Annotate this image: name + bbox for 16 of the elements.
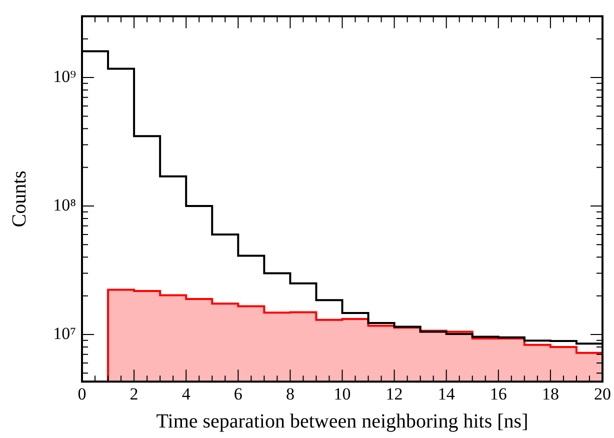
x-tick-label: 4 [182, 384, 191, 404]
x-tick-label: 16 [490, 384, 507, 404]
y-axis-title: Counts [8, 170, 30, 228]
y-tick-label: 10⁷ [53, 324, 76, 343]
x-tick-label: 0 [78, 384, 86, 404]
x-tick-label: 14 [438, 384, 456, 404]
x-tick-label: 18 [542, 384, 559, 404]
x-tick-label: 2 [130, 384, 138, 404]
x-tick-label: 10 [334, 384, 351, 404]
x-tick-label: 8 [286, 384, 294, 404]
x-axis-title: Time separation between neighboring hits [ns] [156, 410, 528, 432]
y-tick-label: 10⁹ [53, 66, 76, 86]
x-tick-label: 6 [234, 384, 242, 404]
x-tick-label: 20 [594, 384, 611, 404]
x-tick-label: 12 [386, 384, 403, 404]
y-tick-label: 10⁸ [53, 195, 76, 214]
